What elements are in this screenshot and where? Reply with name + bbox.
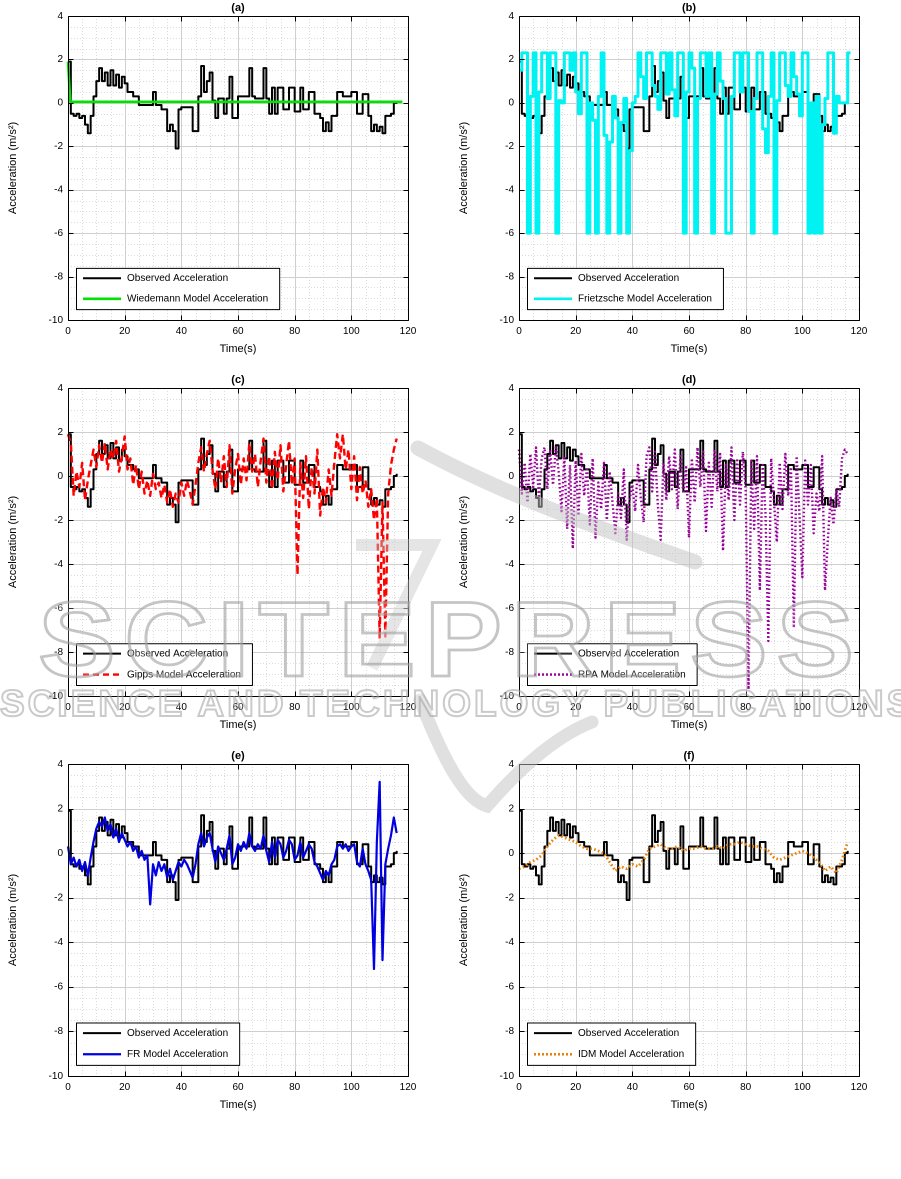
chart-e-canvas bbox=[0, 748, 450, 1128]
chart-a-canvas bbox=[0, 0, 450, 372]
chart-d-canvas bbox=[451, 372, 901, 748]
panel-d-rpa bbox=[451, 372, 901, 748]
panel-f-idm bbox=[451, 748, 901, 1128]
chart-f-canvas bbox=[451, 748, 901, 1128]
panel-b-frietzsche bbox=[451, 0, 901, 372]
panel-c-gipps bbox=[0, 372, 450, 748]
panel-a-wiedemann bbox=[0, 0, 450, 372]
chart-c-canvas bbox=[0, 372, 450, 748]
chart-b-canvas bbox=[451, 0, 901, 372]
panel-e-fr bbox=[0, 748, 450, 1128]
